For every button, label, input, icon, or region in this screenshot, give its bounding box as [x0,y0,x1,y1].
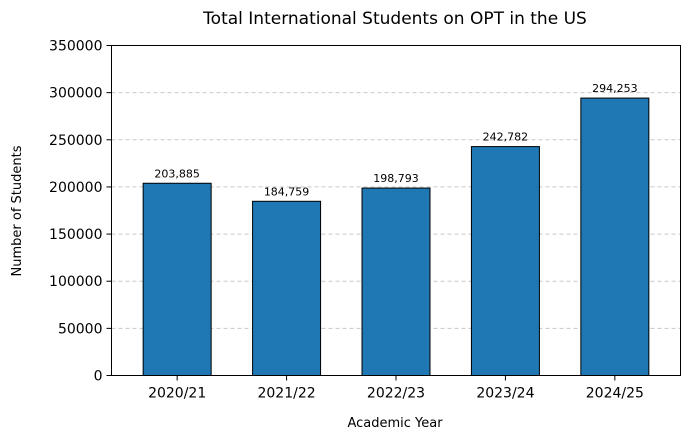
y-axis-label: Number of Students [10,145,25,276]
x-tick-label: 2023/24 [476,386,534,402]
x-tick-label: 2021/22 [257,386,315,402]
x-tick-label: 2022/23 [367,386,425,402]
y-tick-label: 50000 [58,321,103,337]
bar-value-label: 242,782 [483,131,529,144]
x-tick-label: 2024/25 [586,386,644,402]
x-axis-ticks: 2020/21 2021/22 2022/23 2023/24 2024/25 [148,375,644,402]
bar-2023-24 [470,146,540,376]
y-tick-label: 250000 [49,133,102,149]
y-tick-label: 0 [94,369,103,385]
bar-2020-21 [142,182,212,376]
data-labels: 203,885 184,759 198,793 242,782 294,253 [154,82,637,198]
bar-value-label: 294,253 [592,82,638,95]
bar-value-label: 198,793 [373,172,419,185]
y-tick-label: 200000 [49,180,102,196]
y-tick-label: 300000 [49,86,102,102]
bar-2021-22 [252,200,322,376]
y-tick-label: 350000 [49,39,102,55]
y-tick-label: 150000 [49,227,102,243]
y-tick-label: 100000 [49,274,102,290]
bar-value-label: 184,759 [264,185,310,198]
bars [142,97,650,376]
bar-2022-23 [361,187,431,376]
x-tick-label: 2020/21 [148,386,206,402]
bar-value-label: 203,885 [154,167,200,180]
y-axis-ticks: 0 50000 100000 150000 200000 250000 300000 3500… [49,39,112,385]
chart-title: Total International Students on OPT in t… [202,9,587,29]
x-axis-label: Academic Year [347,416,443,431]
bar-2024-25 [580,97,650,376]
